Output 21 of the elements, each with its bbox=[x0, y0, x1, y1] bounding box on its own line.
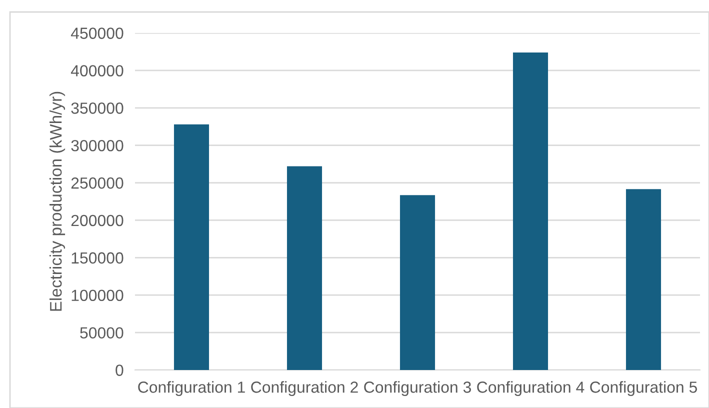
x-tick-label: Configuration 3 bbox=[364, 381, 471, 396]
x-tick-label: Configuration 4 bbox=[477, 381, 584, 396]
y-tick-label: 200000 bbox=[71, 214, 124, 226]
bar bbox=[174, 124, 210, 370]
bar bbox=[286, 166, 322, 370]
y-tick-label: 100000 bbox=[72, 290, 124, 302]
bar bbox=[400, 195, 436, 370]
y-tick-label: 50000 bbox=[80, 327, 124, 338]
x-tick-label: Configuration 1 bbox=[138, 381, 245, 396]
x-tick-label: Configuration 5 bbox=[590, 381, 697, 396]
y-tick-label: 300000 bbox=[71, 140, 124, 152]
y-tick-label: 400000 bbox=[70, 65, 124, 76]
bar bbox=[626, 189, 662, 370]
y-axis-title: Electricity production (kWh/yr) bbox=[50, 92, 66, 311]
y-tick-label: 250000 bbox=[71, 177, 124, 189]
x-tick-label: Configuration 2 bbox=[251, 381, 358, 396]
y-tick-label: 350000 bbox=[71, 102, 124, 114]
y-tick-label: 450000 bbox=[70, 28, 124, 39]
bar bbox=[512, 52, 548, 370]
y-tick-label: 150000 bbox=[72, 252, 124, 264]
y-tick-label: 0 bbox=[116, 364, 124, 376]
